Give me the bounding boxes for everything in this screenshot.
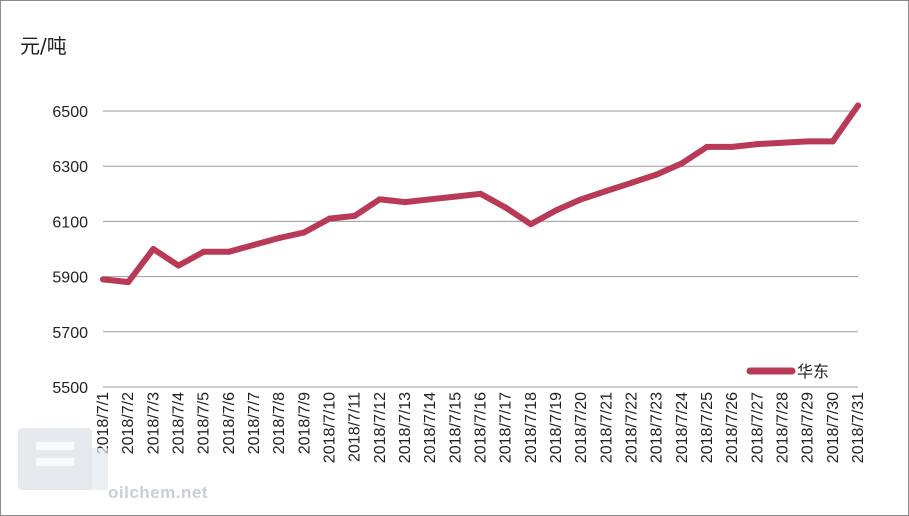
x-tick-label: 2018/7/9	[296, 392, 313, 454]
data-point	[653, 171, 660, 178]
data-point	[276, 234, 283, 241]
x-tick-label: 2018/7/15	[447, 392, 464, 463]
y-tick-label: 6500	[52, 104, 88, 121]
series-layer	[100, 102, 861, 286]
x-tick-label: 2018/7/20	[573, 392, 590, 463]
data-point	[829, 138, 836, 145]
x-tick-labels: 2018/7/1 2018/7/2 2018/7/3 2018/7/4 2018/7/5…	[95, 392, 867, 463]
x-tick-label: 2018/7/31	[850, 392, 867, 463]
data-point	[125, 279, 132, 286]
legend: 华东	[746, 362, 829, 381]
x-tick-label: 2018/7/16	[473, 392, 490, 463]
y-tick-label: 5500	[52, 380, 88, 397]
x-tick-label: 2018/7/10	[322, 392, 339, 463]
y-tick-label: 5700	[52, 325, 88, 342]
grid-lines	[103, 110, 858, 388]
x-tick-label: 2018/7/22	[624, 392, 641, 463]
legend-label-huadong: 华东	[797, 362, 829, 381]
data-point	[175, 262, 182, 269]
data-point	[527, 221, 534, 228]
x-tick-label: 2018/7/27	[749, 392, 766, 463]
data-point	[628, 179, 635, 186]
data-point	[804, 138, 811, 145]
x-tick-label: 2018/7/23	[649, 392, 666, 463]
x-tick-label: 2018/7/17	[498, 392, 515, 463]
x-tick-label: 2018/7/26	[724, 392, 741, 463]
y-tick-label: 6100	[52, 214, 88, 231]
x-tick-label: 2018/7/8	[271, 392, 288, 454]
data-point	[100, 276, 106, 283]
x-tick-label: 2018/7/7	[246, 392, 263, 454]
data-point	[729, 143, 736, 150]
data-point	[225, 248, 232, 255]
data-point	[704, 143, 710, 150]
data-point	[351, 212, 358, 219]
x-tick-label: 2018/7/18	[523, 392, 540, 463]
data-point	[502, 204, 509, 211]
x-tick-label: 2018/7/12	[372, 392, 389, 463]
data-point	[452, 193, 459, 200]
data-point	[855, 102, 861, 109]
data-point	[477, 190, 484, 197]
x-tick-label: 2018/7/21	[598, 392, 615, 463]
x-tick-label: 2018/7/14	[422, 392, 439, 463]
x-tick-label: 2018/7/11	[347, 392, 364, 462]
data-point	[779, 139, 786, 146]
data-point	[402, 199, 408, 206]
x-tick-label: 2018/7/3	[145, 392, 162, 454]
y-axis-unit-label: 元/吨	[20, 34, 67, 58]
oilchem-logo-watermark	[18, 428, 108, 490]
y-tick-labels: 5500 5700 5900 6100 6300 6500	[52, 104, 88, 397]
x-tick-label: 2018/7/13	[397, 392, 414, 463]
x-tick-label: 2018/7/2	[120, 392, 137, 454]
y-tick-label: 6300	[52, 159, 88, 176]
y-tick-label: 5900	[52, 270, 88, 287]
x-tick-label: 2018/7/25	[699, 392, 716, 463]
x-tick-label: 2018/7/4	[171, 392, 188, 454]
data-point	[754, 141, 761, 148]
x-tick-label: 2018/7/1	[95, 392, 112, 454]
x-tick-label: 2018/7/5	[196, 392, 213, 454]
data-point	[553, 207, 559, 214]
data-point	[200, 248, 207, 255]
data-point	[326, 215, 333, 222]
x-tick-label: 2018/7/19	[548, 392, 565, 463]
data-point	[678, 160, 685, 167]
data-point	[603, 188, 610, 195]
data-point	[578, 196, 585, 203]
x-tick-label: 2018/7/24	[674, 392, 691, 463]
data-point	[251, 241, 257, 248]
x-tick-label: 2018/7/28	[775, 392, 792, 463]
data-point	[427, 196, 434, 203]
data-point	[301, 229, 308, 236]
data-point	[376, 196, 383, 203]
data-point	[150, 246, 157, 252]
x-tick-label: 2018/7/29	[800, 392, 817, 463]
watermark-text: oilchem.net	[108, 483, 208, 502]
x-tick-label: 2018/7/30	[825, 392, 842, 463]
x-tick-label: 2018/7/6	[221, 392, 238, 454]
